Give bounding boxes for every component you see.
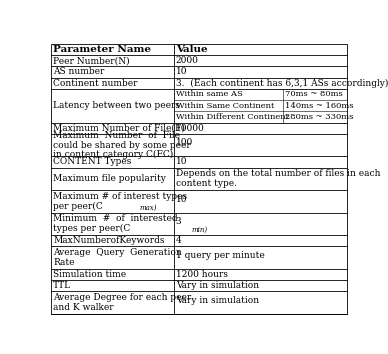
Text: Latency between two peers: Latency between two peers — [53, 101, 180, 110]
Text: Peer Number(N): Peer Number(N) — [53, 56, 130, 65]
Text: Parameter Name: Parameter Name — [53, 45, 151, 54]
Text: per peer(C: per peer(C — [53, 202, 103, 211]
Text: Maximum Number of File(F): Maximum Number of File(F) — [53, 124, 185, 133]
Text: CONTENT Types: CONTENT Types — [53, 158, 132, 166]
Text: 4: 4 — [176, 236, 182, 245]
Text: min): min) — [192, 226, 208, 234]
Text: 10: 10 — [176, 194, 187, 204]
Text: Within Same Continent: Within Same Continent — [176, 102, 274, 110]
Text: content type.: content type. — [176, 179, 237, 188]
Text: in content category C(FC): in content category C(FC) — [53, 150, 173, 160]
Text: Vary in simulation: Vary in simulation — [176, 281, 259, 290]
Text: 10000: 10000 — [176, 124, 204, 133]
Text: 3: 3 — [176, 217, 182, 226]
Text: Rate: Rate — [53, 258, 74, 267]
Text: 1200 hours: 1200 hours — [176, 270, 228, 279]
Text: Maximum file popularity: Maximum file popularity — [53, 174, 166, 183]
Text: AS number: AS number — [53, 68, 104, 76]
Text: types per peer(C: types per peer(C — [53, 224, 130, 233]
Text: could be shared by some peer: could be shared by some peer — [53, 141, 191, 149]
Text: Within Different Continent: Within Different Continent — [176, 113, 289, 121]
Text: Average Degree for each peer: Average Degree for each peer — [53, 293, 191, 302]
Text: 1 query per minute: 1 query per minute — [176, 251, 265, 260]
Text: TTL: TTL — [53, 281, 71, 290]
Text: 70ms ~ 80ms: 70ms ~ 80ms — [285, 90, 343, 98]
Text: MaxNumberofKeywords: MaxNumberofKeywords — [53, 236, 165, 245]
Text: Depends on the total number of files in each: Depends on the total number of files in … — [176, 169, 380, 178]
Text: 3.  (Each continent has 6,3,1 ASs accordingly): 3. (Each continent has 6,3,1 ASs accordi… — [176, 79, 388, 88]
Text: Simulation time: Simulation time — [53, 270, 126, 279]
Text: 140ms ~ 160ms: 140ms ~ 160ms — [285, 102, 353, 110]
Text: 10: 10 — [176, 68, 187, 76]
Text: Maximum # of interest types: Maximum # of interest types — [53, 192, 187, 201]
Text: Within same AS: Within same AS — [176, 90, 242, 98]
Text: Average  Query  Generation: Average Query Generation — [53, 248, 182, 257]
Text: Continent number: Continent number — [53, 79, 137, 88]
Text: 2000: 2000 — [176, 56, 199, 65]
Text: 280ms ~ 330ms: 280ms ~ 330ms — [285, 113, 353, 121]
Text: 10: 10 — [176, 158, 187, 166]
Text: 100: 100 — [176, 138, 193, 147]
Text: Vary in simulation: Vary in simulation — [176, 296, 259, 305]
Text: Minimum  #  of  interested: Minimum # of interested — [53, 214, 178, 223]
Text: Maximum  Number  of  File: Maximum Number of File — [53, 131, 180, 139]
Text: and K walker: and K walker — [53, 303, 114, 312]
Text: max): max) — [140, 204, 157, 212]
Text: Value: Value — [176, 45, 208, 54]
